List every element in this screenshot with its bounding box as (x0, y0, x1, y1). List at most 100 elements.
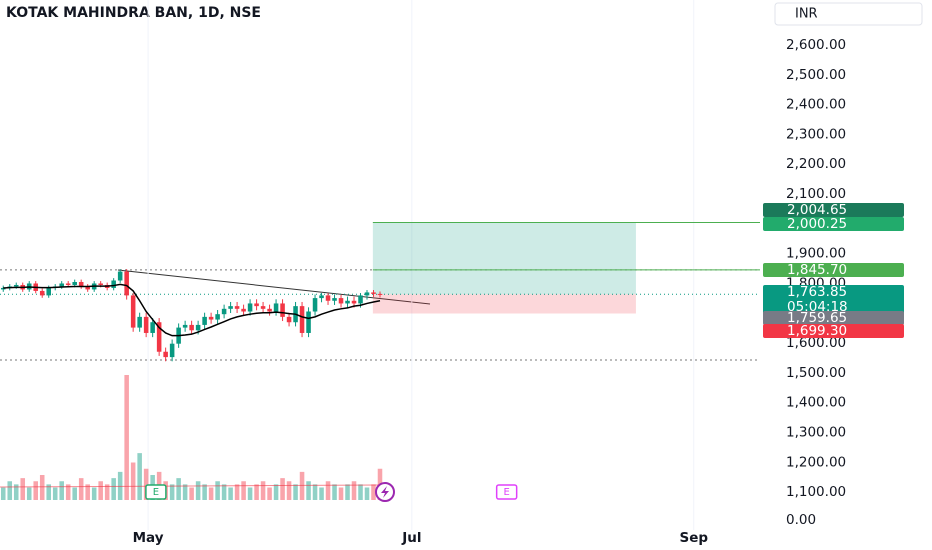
candle-body (228, 306, 233, 309)
volume-bar (338, 487, 344, 500)
candle-body (332, 298, 337, 301)
candle-body (312, 298, 318, 312)
price-tag-label: 1,699.30 (787, 323, 847, 339)
volume-bar (104, 484, 110, 500)
volume-bar (371, 484, 376, 500)
volume-ma (0, 484, 381, 488)
volume-bar (78, 478, 84, 500)
volume-bar (189, 487, 194, 500)
candle-body (247, 303, 253, 312)
event-marker (495, 484, 518, 500)
volume-bar (85, 484, 90, 500)
candle-body (280, 303, 285, 317)
volume-bar (59, 481, 64, 500)
volume-bar (254, 484, 259, 500)
volume-bar (130, 462, 136, 500)
candle-body (117, 271, 123, 281)
y-tick-label: 1,400.00 (786, 395, 846, 411)
y-tick-label: 1,900.00 (786, 246, 846, 262)
volume-bar (306, 481, 311, 500)
volume-bar (46, 484, 51, 500)
volume-bar (195, 481, 201, 500)
price-tag-label: 2,004.65 (787, 202, 847, 218)
candle-body (351, 300, 357, 304)
candle-body (111, 280, 116, 288)
price-tag-label: 1,845.70 (787, 262, 847, 278)
price-tag-label: 1,759.65 (787, 310, 847, 326)
candle-body (195, 324, 201, 331)
volume-bar (267, 487, 272, 500)
candle-body (234, 306, 240, 309)
volume-bar (98, 481, 103, 500)
candle-body (156, 322, 162, 352)
volume-bar (358, 484, 363, 500)
volume-bar (215, 481, 220, 500)
candle-body (358, 295, 363, 304)
event-label: E (153, 487, 159, 498)
candle-body (377, 293, 383, 295)
candle-body (163, 351, 168, 358)
candle-body (189, 324, 194, 331)
currency[interactable]: INR (795, 7, 818, 22)
volume-bar (137, 453, 142, 500)
candle-body (325, 295, 331, 301)
volume-bar (325, 481, 331, 500)
volume-bar (345, 484, 350, 500)
volume-bar (241, 481, 246, 500)
x-tick-label: May (133, 530, 164, 546)
volume-bar (228, 487, 233, 500)
candle-body (137, 316, 142, 328)
volume-bar (52, 487, 58, 500)
volume-bar (33, 481, 38, 500)
candle-body (98, 283, 103, 285)
volume-bar (143, 468, 149, 500)
y-tick-label: 1,300.00 (786, 425, 846, 441)
y-tick-label: 2,200.00 (786, 156, 846, 172)
candle-body (371, 292, 376, 294)
y-tick-label: 1,200.00 (786, 454, 846, 470)
candle-body (143, 316, 149, 333)
volume-bar (182, 484, 188, 500)
event-marker (145, 484, 167, 500)
candle-body (65, 283, 71, 285)
volume-bar (65, 484, 71, 500)
candle-body (39, 290, 45, 296)
volume-bar (299, 471, 305, 500)
volume-bar (293, 484, 298, 500)
volume-bar (202, 484, 207, 500)
volume-bar (111, 478, 116, 500)
volume-bar (20, 478, 26, 500)
currency-box[interactable] (774, 2, 923, 26)
candle-body (215, 314, 220, 320)
candle-body (46, 287, 51, 296)
volume-bar (0, 487, 6, 500)
y-tick-label: 2,100.00 (786, 186, 846, 202)
candle-body (169, 343, 175, 358)
candle-body (13, 284, 19, 287)
candle-body (299, 306, 305, 333)
candle-body (306, 311, 311, 333)
candle-body (364, 292, 370, 296)
candle-body (260, 306, 266, 309)
volume-bar (286, 481, 292, 500)
profit-zone (372, 222, 636, 295)
oscillator-tick-label: 0.00 (786, 512, 816, 528)
candle-body (72, 281, 77, 285)
candle-body (345, 300, 350, 304)
y-tick-label: 1,500.00 (786, 365, 846, 381)
volume-bar (351, 481, 357, 500)
candle-body (319, 295, 324, 299)
volume-bar (26, 487, 32, 500)
volume-bar (364, 487, 370, 500)
candle-body (254, 303, 259, 307)
x-tick-label: Sep (679, 530, 708, 546)
candle-body (124, 271, 129, 296)
volume-bar (39, 475, 45, 500)
price-tag (763, 217, 904, 231)
volume-bar (124, 375, 129, 500)
candle-body (221, 308, 227, 315)
price-tag (763, 311, 904, 325)
candle-body (0, 287, 6, 290)
price-tag (763, 285, 904, 314)
